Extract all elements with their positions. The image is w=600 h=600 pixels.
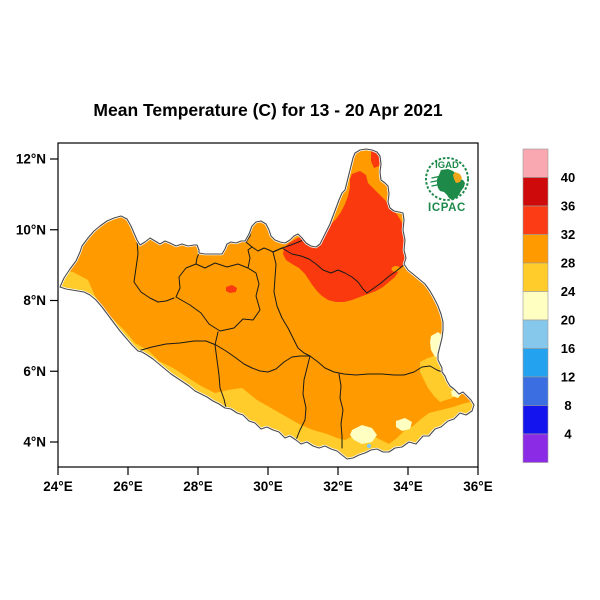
- map-orange-hole-in-red: [391, 266, 401, 272]
- map-fill-32-36-small-spot: [226, 285, 237, 293]
- cb-label-12: 12: [561, 370, 575, 385]
- x-axis: 24°E 26°E 28°E 30°E 32°E 34°E 36°E: [43, 467, 493, 494]
- x-tick-36e: 36°E: [463, 479, 492, 494]
- cb-label-36: 36: [561, 199, 575, 214]
- y-tick-12n: 12°N: [16, 152, 46, 167]
- cb-label-32: 32: [561, 227, 575, 242]
- logo-africa-icon: [437, 169, 465, 200]
- page-title: Mean Temperature (C) for 13 - 20 Apr 202…: [93, 100, 442, 120]
- map-fill-16-20-speck: [366, 443, 372, 449]
- x-tick-30e: 30°E: [253, 479, 282, 494]
- y-tick-6n: 6°N: [23, 364, 46, 379]
- x-tick-24e: 24°E: [43, 479, 72, 494]
- y-tick-4n: 4°N: [23, 435, 46, 450]
- cb-label-4: 4: [564, 427, 572, 442]
- cb-label-20: 20: [561, 313, 575, 328]
- cb-label-28: 28: [561, 256, 575, 271]
- logo-igad-text: IGAD: [435, 160, 459, 171]
- colorbar: 40 36 32 28 24 20 16 12 8 4: [522, 148, 576, 463]
- map-fill-32-36-northeast: [283, 171, 407, 302]
- x-tick-34e: 34°E: [393, 479, 422, 494]
- y-axis: 12°N 10°N 8°N 6°N 4°N: [16, 152, 58, 450]
- country-outline: [59, 148, 475, 460]
- x-tick-28e: 28°E: [183, 479, 212, 494]
- map-fill-32-36-panhandle-sliver: [371, 151, 380, 168]
- cb-label-24: 24: [561, 284, 576, 299]
- x-tick-32e: 32°E: [323, 479, 352, 494]
- south-sudan-map: [60, 149, 474, 459]
- cb-label-16: 16: [561, 341, 575, 356]
- logo-horn-accent: [453, 172, 462, 183]
- cb-label-40: 40: [561, 170, 575, 185]
- logo-wreath-icon: [425, 157, 469, 201]
- logo-icpac-text: ICPAC: [428, 202, 466, 214]
- cb-label-8: 8: [564, 398, 571, 413]
- y-tick-10n: 10°N: [16, 222, 46, 237]
- y-tick-8n: 8°N: [23, 293, 46, 308]
- igad-icpac-logo: IGAD ICPAC: [425, 157, 469, 214]
- map-fill-20-24-south-a: [350, 425, 377, 444]
- x-tick-26e: 26°E: [113, 479, 142, 494]
- map-fill-20-24-south-b: [396, 418, 412, 431]
